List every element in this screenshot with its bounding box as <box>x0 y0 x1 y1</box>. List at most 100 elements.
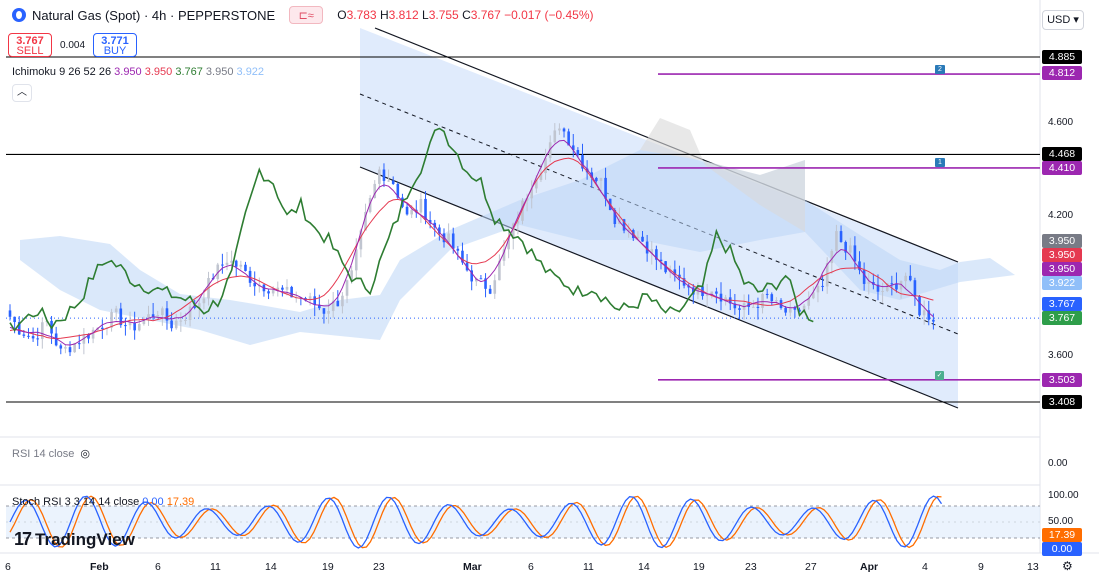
drawing-marker-2[interactable]: ✓ <box>935 371 944 380</box>
candle-body-30 <box>147 314 150 320</box>
candle-body-58 <box>276 287 280 290</box>
candle-body-48 <box>230 260 233 263</box>
candle-body-86 <box>405 206 409 215</box>
candle-body-51 <box>244 264 247 271</box>
drawing-marker-1[interactable]: 1 <box>935 158 945 167</box>
candle-body-76 <box>359 230 363 250</box>
candle-body-163 <box>761 293 764 308</box>
candle-body-7 <box>41 322 44 339</box>
candle-body-74 <box>350 270 353 281</box>
stoch-k-label: 0.00 <box>1042 542 1082 556</box>
currency-selector[interactable]: USD ▾ <box>1042 10 1084 30</box>
candle-body-1 <box>13 316 16 323</box>
time-tick-14: Apr <box>860 561 879 573</box>
candle-body-3 <box>22 334 26 336</box>
candle-body-68 <box>322 308 326 314</box>
candle-body-45 <box>216 264 220 280</box>
candle-body-189 <box>881 290 884 292</box>
candle-body-196 <box>913 280 917 297</box>
buy-button[interactable]: 3.771 BUY <box>93 33 138 57</box>
tradingview-logo: 17 TradingView <box>14 529 135 549</box>
candle-body-165 <box>770 294 774 302</box>
candle-body-168 <box>784 307 787 313</box>
candle-body-16 <box>82 334 86 344</box>
hide-indicators-icon[interactable]: ⊏≈ <box>289 6 324 24</box>
candle-body-72 <box>341 295 344 307</box>
candle-body-143 <box>668 269 672 273</box>
stoch-rsi-legend[interactable]: Stoch RSI 3 3 14 14 close 0.00 17.39 <box>12 496 195 508</box>
candle-body-119 <box>558 128 561 131</box>
sell-button[interactable]: 3.767 SELL <box>8 33 52 57</box>
candle-body-87 <box>410 209 413 215</box>
candle-body-97 <box>456 248 460 251</box>
time-tick-1: Feb <box>90 561 109 573</box>
candle-body-35 <box>170 320 173 329</box>
candle-body-151 <box>705 294 709 297</box>
trade-buttons: 3.767 SELL 0.004 3.771 BUY <box>8 33 138 57</box>
collapse-legend-button[interactable]: ︿ <box>12 84 32 102</box>
candle-body-100 <box>470 270 473 282</box>
candle-body-124 <box>581 154 584 169</box>
price-label-7: 3.922 <box>1042 276 1082 290</box>
candle-body-98 <box>461 250 464 263</box>
price-label-6: 3.950 <box>1042 262 1082 276</box>
candle-body-178 <box>830 250 834 264</box>
candle-body-199 <box>927 310 931 320</box>
stoch-axis-100: 100.00 <box>1048 490 1079 501</box>
candle-body-181 <box>844 241 847 253</box>
symbol-title[interactable]: Natural Gas (Spot) · 4h · PEPPERSTONE <box>32 7 276 23</box>
settings-gear-icon[interactable]: ⚙ <box>1062 559 1073 573</box>
symbol-logo-icon <box>12 8 26 22</box>
tradingview-logo-icon: 17 <box>14 529 32 549</box>
eye-hidden-icon[interactable]: ◎ <box>80 448 90 460</box>
candle-body-108 <box>507 238 510 250</box>
time-tick-8: 6 <box>528 561 534 573</box>
candle-body-39 <box>188 306 192 320</box>
rsi-legend[interactable]: RSI 14 close ◎ <box>12 448 90 460</box>
candle-body-31 <box>151 314 155 317</box>
candle-body-57 <box>271 289 275 294</box>
candle-body-188 <box>876 284 880 292</box>
candle-body-198 <box>922 310 926 316</box>
candle-body-194 <box>904 275 907 282</box>
time-tick-16: 9 <box>978 561 984 573</box>
price-label-11: 3.408 <box>1042 395 1082 409</box>
candle-body-29 <box>142 319 146 325</box>
candle-body-118 <box>553 130 557 143</box>
candle-body-123 <box>576 150 580 155</box>
candle-body-83 <box>391 180 395 184</box>
candle-body-50 <box>239 264 243 267</box>
candle-body-172 <box>802 305 806 312</box>
time-tick-10: 14 <box>638 561 650 573</box>
candle-body-192 <box>895 283 898 290</box>
candle-body-152 <box>710 291 714 295</box>
ohlc-readout: O3.783 H3.812 L3.755 C3.767 −0.017 (−0.4… <box>337 8 594 22</box>
candle-body-155 <box>724 297 727 302</box>
price-tick-2: 3.600 <box>1048 350 1074 361</box>
candle-body-18 <box>91 329 95 339</box>
candle-body-158 <box>738 308 741 310</box>
candle-body-128 <box>599 177 603 181</box>
stoch-axis-50: 50.00 <box>1048 516 1074 527</box>
candle-body-137 <box>641 236 644 242</box>
candle-body-10 <box>54 333 58 346</box>
candle-body-15 <box>77 343 81 345</box>
drawing-marker-0[interactable]: 2 <box>935 65 945 74</box>
candle-body-6 <box>36 338 40 340</box>
candle-body-121 <box>567 131 570 146</box>
candle-body-70 <box>331 300 335 312</box>
candle-body-184 <box>858 261 861 271</box>
time-tick-4: 14 <box>265 561 277 573</box>
candle-body-144 <box>673 269 677 275</box>
candle-body-133 <box>622 219 626 231</box>
candle-body-24 <box>119 308 123 326</box>
candle-body-173 <box>807 298 811 306</box>
candle-body-191 <box>890 283 894 285</box>
candle-body-78 <box>368 197 372 212</box>
ichimoku-legend[interactable]: Ichimoku 9 26 52 26 3.950 3.950 3.767 3.… <box>12 66 265 78</box>
candle-body-27 <box>133 322 136 331</box>
candle-body-182 <box>848 245 852 253</box>
candle-body-197 <box>918 296 921 316</box>
chart-header: Natural Gas (Spot) · 4h · PEPPERSTONE ⊏≈… <box>0 0 594 30</box>
